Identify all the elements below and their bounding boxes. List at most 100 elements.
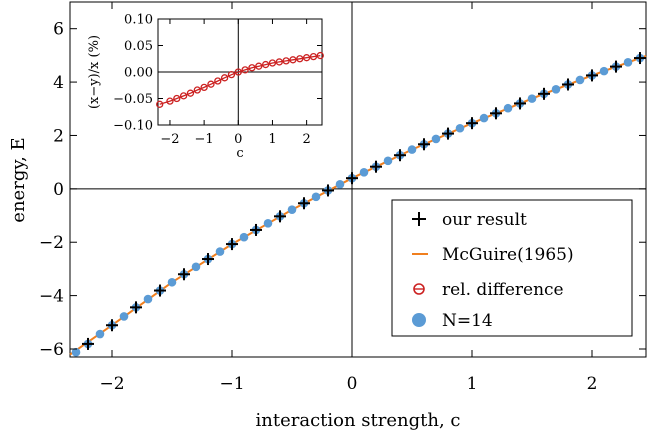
series-our-result-point <box>202 253 214 266</box>
series-n14-point <box>431 134 441 144</box>
series-our-result-point <box>610 60 622 73</box>
series-n14-point <box>287 205 297 214</box>
inset-x-tick-label: 1 <box>268 132 276 147</box>
main-y-tick-label: 6 <box>53 20 64 40</box>
series-n14-point <box>479 113 489 123</box>
series-n14-point <box>527 94 537 103</box>
inset-y-tick-label: 0.05 <box>124 39 153 54</box>
inset-rel-difference-point <box>296 55 304 63</box>
series-our-result-point <box>466 117 478 130</box>
series-our-result-point <box>634 52 646 65</box>
main-x-tick-label: −1 <box>219 374 244 394</box>
series-n14-point <box>599 66 609 76</box>
inset-rel-difference-point <box>282 57 290 65</box>
legend-label-rel-difference: rel. difference <box>442 280 564 300</box>
inset-y-tick-label: 0.10 <box>124 13 153 28</box>
series-our-result-point <box>106 319 118 332</box>
series-our-result-point <box>250 223 262 236</box>
inset-rel-difference-point <box>261 60 270 69</box>
series-n14-point <box>263 218 273 228</box>
inset-rel-difference-point <box>289 56 297 64</box>
inset-rel-difference-point <box>275 58 283 66</box>
series-n14-point <box>191 262 201 272</box>
main-y-tick-label: 0 <box>53 180 64 200</box>
inset-rel-difference-point <box>166 97 174 105</box>
inset-rel-difference-point <box>173 94 181 103</box>
inset-rel-difference-point <box>309 52 318 61</box>
inset-rel-difference-point <box>156 100 164 108</box>
inset-plot-layer <box>156 19 324 125</box>
main-axis-ticks: −2 −1 0 1 2 −6 −4 −2 0 2 4 6 <box>39 2 646 394</box>
main-x-tick-label: 0 <box>347 374 358 394</box>
inset-axis-ticks: −2 −1 0 1 2 −0.10 −0.05 0.00 0.05 0.10 <box>113 13 322 147</box>
inset-x-tick-label: 2 <box>302 132 310 147</box>
series-our-result-point <box>298 197 310 210</box>
inset-x-tick-label: 0 <box>234 132 242 147</box>
main-y-tick-label: −6 <box>39 340 64 360</box>
series-n14-point <box>167 277 177 287</box>
series-n14-point <box>455 123 465 133</box>
series-our-result-point <box>346 172 358 185</box>
inset-rel-difference-point <box>220 74 229 82</box>
inset-y-tick-label: −0.05 <box>113 92 153 107</box>
series-n14-point <box>575 75 585 85</box>
inset-rel-difference-point <box>255 62 263 70</box>
series-n14-point <box>143 294 153 304</box>
series-n14-point <box>551 84 561 94</box>
legend-marker-plus <box>412 212 426 226</box>
inset-rel-difference-point <box>186 89 195 97</box>
legend: our result McGuire(1965) rel. difference… <box>391 199 633 337</box>
main-x-tick-label: 2 <box>587 374 598 394</box>
series-n14-point <box>215 247 225 256</box>
inset-rel-difference-point <box>179 92 188 100</box>
series-n14-point <box>503 103 513 113</box>
inset-rel-difference-point <box>234 68 242 76</box>
inset-rel-difference-point <box>214 77 222 85</box>
main-x-axis-title: interaction strength, c <box>256 410 461 431</box>
series-n14-point <box>95 329 105 339</box>
main-plot-layer <box>69 2 647 357</box>
inset-rel-difference-point <box>200 83 208 92</box>
series-n14-point <box>383 156 393 166</box>
inset-rel-difference-point <box>193 86 201 94</box>
legend-label-mcguire: McGuire(1965) <box>442 245 574 265</box>
series-n14-point <box>335 180 345 189</box>
series-our-result-point <box>322 184 334 197</box>
series-our-result-point <box>418 138 430 151</box>
main-y-axis-title: energy, E <box>8 137 29 222</box>
series-n14-point <box>623 58 633 67</box>
main-y-tick-label: −4 <box>39 287 64 307</box>
series-n14-point <box>311 192 321 202</box>
inset-rel-difference-point <box>248 64 256 72</box>
main-y-tick-label: −2 <box>39 233 64 253</box>
series-our-result-point <box>370 160 382 173</box>
inset-rel-difference-point <box>302 54 311 62</box>
series-our-result-point <box>442 127 454 140</box>
legend-marker-filled-circle <box>412 313 426 327</box>
legend-marker-open-circle <box>413 283 425 295</box>
series-our-result-point <box>82 337 94 350</box>
inset-rel-difference-point <box>227 71 236 79</box>
inset-rel-difference-point <box>268 59 277 67</box>
series-n14-point <box>407 145 417 154</box>
legend-label-n14: N=14 <box>442 311 493 331</box>
series-n14-point <box>71 347 81 357</box>
main-x-tick-label: −2 <box>99 374 124 394</box>
series-our-result-point <box>274 210 286 223</box>
inset-rel-difference-point <box>207 80 215 88</box>
main-plot-frame <box>69 1 647 358</box>
series-our-result-point <box>154 284 166 297</box>
series-n14-point <box>359 167 369 177</box>
legend-box <box>391 199 633 337</box>
series-our-result-point <box>490 107 502 120</box>
inset-x-tick-label: −1 <box>195 132 214 147</box>
series-our-result-point <box>394 149 406 162</box>
inset-y-axis-title: (x−y)/x (%) <box>87 35 102 109</box>
inset-rel-difference-point <box>241 66 249 74</box>
legend-label-our-result: our result <box>442 210 527 230</box>
inset-rel-difference-point <box>316 51 324 60</box>
series-our-result-point <box>586 69 598 82</box>
inset-y-tick-label: 0.00 <box>124 66 153 81</box>
main-x-tick-label: 1 <box>467 374 478 394</box>
